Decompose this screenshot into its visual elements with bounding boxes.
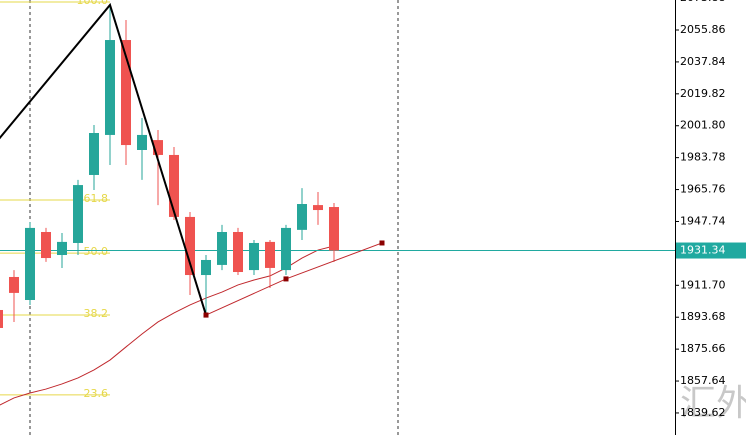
candle-body — [201, 259, 211, 276]
candle-body — [217, 231, 227, 265]
candle-body — [329, 207, 339, 251]
candle-body — [281, 227, 291, 271]
current-price-box — [676, 242, 746, 259]
trend-point — [283, 276, 289, 282]
y-tick-label: 1839.62 — [680, 406, 726, 419]
trend-line — [205, 242, 383, 316]
candle-body — [0, 309, 3, 328]
trend-point — [203, 312, 209, 318]
fib-label: 61.8 — [84, 192, 109, 205]
fib-label: 50.0 — [84, 245, 109, 258]
candle-body — [153, 140, 163, 155]
y-tick-label: 2001.80 — [680, 119, 726, 132]
current-price-label: 1931.34 — [680, 244, 726, 257]
fib-label: 38.2 — [84, 307, 109, 320]
fib-label: 23.6 — [84, 387, 109, 400]
candle-body — [41, 231, 51, 259]
y-tick-label: 2037.84 — [680, 55, 726, 68]
candle-body — [265, 241, 275, 268]
y-tick-label: 2019.82 — [680, 87, 726, 100]
candle-body — [169, 154, 179, 217]
y-tick-label: 1893.68 — [680, 310, 726, 323]
candle-body — [89, 132, 99, 175]
candle-body — [25, 227, 35, 300]
candle-body — [297, 204, 307, 230]
candle-body — [73, 185, 83, 243]
candle-body — [233, 231, 243, 273]
y-tick-label: 2073.88 — [680, 0, 726, 4]
y-tick-label: 1983.78 — [680, 151, 726, 164]
y-tick-label: 1947.74 — [680, 214, 726, 227]
candle-body — [249, 242, 259, 271]
candle-body — [57, 241, 67, 256]
fib-label: 100.0 — [77, 0, 109, 7]
watermark: 汇外网 — [680, 383, 746, 424]
moving-average — [0, 245, 335, 406]
candle-body — [9, 276, 19, 293]
candle-body — [185, 216, 195, 276]
zigzag — [0, 2, 207, 316]
y-tick-label: 1965.76 — [680, 183, 726, 196]
y-tick-label: 1857.64 — [680, 374, 726, 387]
candle-body — [121, 40, 131, 146]
trend-point — [379, 240, 385, 246]
candle-body — [137, 134, 147, 150]
y-tick-label: 1875.66 — [680, 342, 726, 355]
candle-body — [313, 205, 323, 211]
candle-body — [105, 40, 115, 135]
y-tick-label: 1911.70 — [680, 278, 726, 291]
y-tick-label: 2055.86 — [680, 23, 726, 36]
